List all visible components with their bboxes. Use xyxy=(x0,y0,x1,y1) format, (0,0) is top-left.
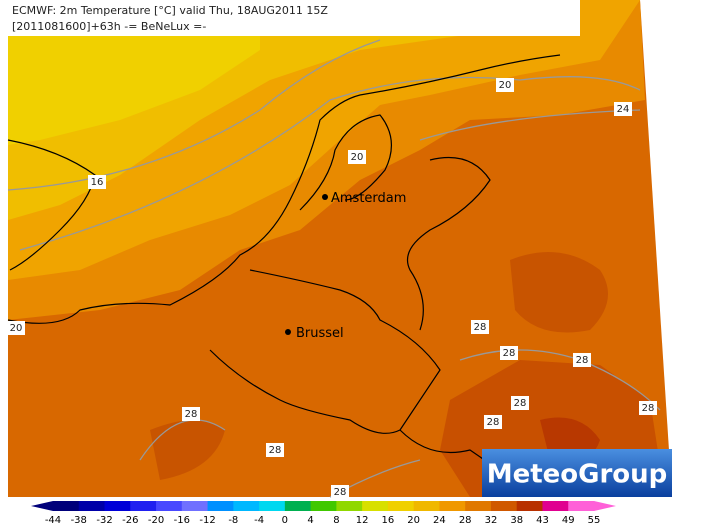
border xyxy=(209,269,441,434)
colorbar-arrow xyxy=(31,501,53,511)
contour-label: 16 xyxy=(91,177,104,188)
colorbar-segment xyxy=(387,501,415,511)
city-label: Brussel xyxy=(296,326,344,341)
colorbar-segment xyxy=(259,501,286,511)
colorbar-segment xyxy=(181,501,209,511)
colorbar-tick-label: -32 xyxy=(96,515,112,525)
contour-label-box xyxy=(182,407,200,421)
border xyxy=(406,156,491,331)
colorbar-tick-label: 4 xyxy=(307,515,313,525)
colorbar-tick-label: 0 xyxy=(282,515,288,525)
contour-label: 20 xyxy=(10,323,23,334)
colorbar-segment xyxy=(336,501,363,511)
contour-label-box xyxy=(496,78,514,92)
map-area xyxy=(7,0,672,498)
coastline xyxy=(299,114,392,211)
colorbar-tick-label: 20 xyxy=(407,515,420,525)
coastline xyxy=(7,139,96,271)
colorbar-tick-label: 12 xyxy=(356,515,369,525)
logo: MeteoGroup xyxy=(487,460,668,490)
colorbar-tick-label: -8 xyxy=(228,515,238,525)
colorbar-tick-label: 8 xyxy=(333,515,339,525)
colorbar-tick-label: 49 xyxy=(562,515,575,525)
colorbar-tick-label: -38 xyxy=(71,515,87,525)
patch-28 xyxy=(510,252,608,333)
logo-box xyxy=(482,449,672,497)
contour-label-box xyxy=(639,401,657,415)
contour-label: 28 xyxy=(334,487,347,498)
colorbar-segment xyxy=(465,501,492,511)
contour-label-box xyxy=(614,102,632,116)
colorbar-tick-label: -44 xyxy=(45,515,61,525)
contour-label-box xyxy=(484,415,502,429)
colorbar-tick-label: 55 xyxy=(588,515,601,525)
colorbar-segment xyxy=(233,501,260,511)
isotherm xyxy=(19,76,641,251)
colorbar-tick-label: -20 xyxy=(148,515,164,525)
colorbar-segment xyxy=(207,501,234,511)
contour-label-box xyxy=(511,396,529,410)
colorbar-segment xyxy=(284,501,312,511)
city-dot xyxy=(285,329,291,335)
contour-label: 28 xyxy=(503,348,516,359)
contour-label: 20 xyxy=(499,80,512,91)
contour-label: 28 xyxy=(642,403,655,414)
colorbar-tick-label: -26 xyxy=(122,515,138,525)
isotherm xyxy=(139,419,226,461)
colorbar-segment xyxy=(413,501,440,511)
contour-label: 28 xyxy=(487,417,500,428)
colorbar-tick-label: 16 xyxy=(382,515,395,525)
colorbar-tick-label: 38 xyxy=(510,515,523,525)
colorbar-segment xyxy=(362,501,389,511)
colorbar-tick-label: 24 xyxy=(433,515,446,525)
contour-label-box xyxy=(7,321,25,335)
isotherm xyxy=(7,39,381,191)
colorbar-segment xyxy=(53,501,80,511)
contour-label: 28 xyxy=(576,355,589,366)
contour-label-box xyxy=(500,346,518,360)
contour-label: 28 xyxy=(185,409,198,420)
colorbar-tick-label: 43 xyxy=(536,515,549,525)
colorbar-segment xyxy=(439,501,466,511)
patch-28b xyxy=(150,420,225,480)
colorbar-segment xyxy=(568,501,595,511)
contour-label-box xyxy=(471,320,489,334)
contour-label: 28 xyxy=(269,445,282,456)
colorbar-tick-label: 32 xyxy=(485,515,498,525)
colorbar-segment xyxy=(130,501,157,511)
colorbar-segment xyxy=(156,501,183,511)
contour-label-box xyxy=(88,175,106,189)
colorbar: -44 -38 -32 -26 -20 -16 -12 -8 -4 0 4 8 12 16 20 24 28 32… xyxy=(31,501,616,525)
colorbar-segment xyxy=(78,501,106,511)
contour-label: 20 xyxy=(351,152,364,163)
contour-labels: 20 24 20 16 20 28 28 28 28 28 28 28 28 28 xyxy=(7,78,657,499)
colorbar-tick-label: -12 xyxy=(199,515,215,525)
colorbar-segment xyxy=(310,501,337,511)
contour-label-box xyxy=(331,485,349,499)
colorbar-segment xyxy=(516,501,543,511)
colorbar-arrow xyxy=(594,501,616,511)
colorbar-segment xyxy=(542,501,569,511)
colorbar-tick-label: 28 xyxy=(459,515,472,525)
city-dot xyxy=(322,194,328,200)
colorbar-tick-label: -4 xyxy=(254,515,264,525)
band-8 xyxy=(8,0,260,145)
contour-label: 24 xyxy=(617,104,630,115)
contour-label-box xyxy=(348,150,366,164)
header-line: ECMWF: 2m Temperature [°C] valid Thu, 18… xyxy=(12,4,328,17)
contour-label-box xyxy=(573,353,591,367)
city-label: Amsterdam xyxy=(331,191,406,206)
contour-label: 28 xyxy=(474,322,487,333)
colorbar-segment xyxy=(490,501,518,511)
colorbar-tick-label: -16 xyxy=(174,515,190,525)
coastline xyxy=(7,54,561,324)
contour-label-box xyxy=(266,443,284,457)
header-box xyxy=(8,0,580,36)
contour-label: 28 xyxy=(514,398,527,409)
colorbar-segment xyxy=(104,501,131,511)
header-line: [2011081600]+63h -= BeNeLux =- xyxy=(12,20,206,33)
isotherm xyxy=(419,109,641,141)
